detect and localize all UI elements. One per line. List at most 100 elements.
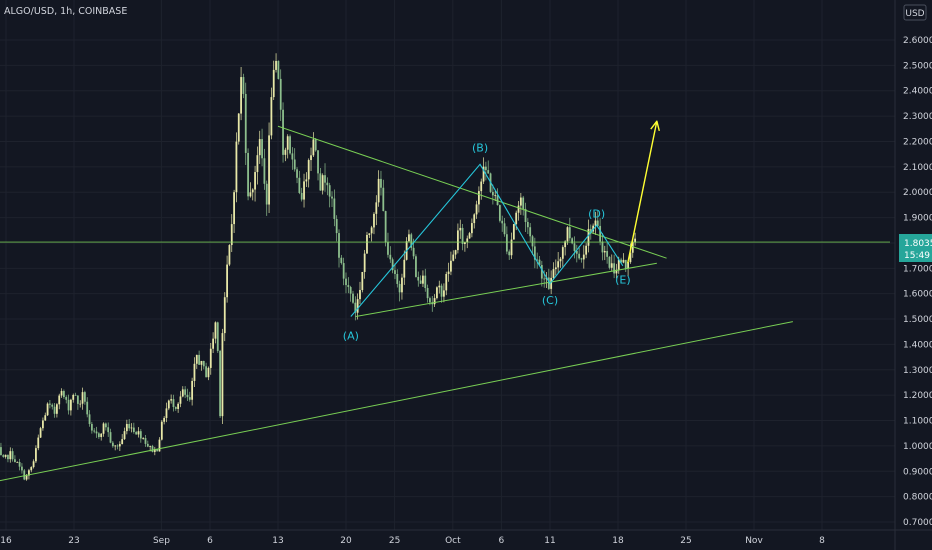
- candle-body: [111, 442, 114, 447]
- candle-body: [459, 227, 462, 231]
- candle-body: [125, 423, 128, 432]
- candle-body: [44, 415, 47, 421]
- candle-body: [519, 197, 522, 206]
- candle-body: [396, 273, 399, 284]
- candle-body: [58, 395, 61, 405]
- y-tick-label: 1.3000: [903, 366, 932, 376]
- candle-body: [263, 158, 266, 184]
- candle-body: [214, 322, 217, 339]
- candle-body: [60, 391, 63, 396]
- candle-body: [237, 113, 240, 142]
- candle-body: [457, 230, 459, 251]
- candle-body: [606, 251, 609, 257]
- candle-body: [242, 77, 245, 94]
- candle-body: [275, 60, 277, 70]
- candle-body: [160, 421, 163, 440]
- candle-body: [345, 278, 347, 286]
- candle-body: [300, 192, 303, 200]
- candle-body: [631, 242, 634, 253]
- candle-body: [561, 247, 564, 259]
- price-badge-bg: [899, 234, 932, 262]
- candle-body: [221, 333, 224, 417]
- y-tick-label: 2.2000: [903, 137, 932, 147]
- candle-body: [601, 241, 604, 253]
- candle-body: [410, 234, 413, 248]
- candle-body: [74, 394, 77, 396]
- candle-body: [408, 234, 410, 242]
- candle-body: [538, 259, 541, 266]
- x-tick-label: 11: [544, 536, 555, 546]
- candle-body: [524, 208, 527, 222]
- y-tick-label: 0.9000: [903, 467, 932, 477]
- candle-body: [149, 446, 152, 447]
- candle-body: [436, 287, 438, 299]
- candle-body: [401, 277, 403, 293]
- candle-body: [375, 202, 378, 214]
- candle-body: [477, 191, 480, 205]
- candle-body: [422, 275, 424, 284]
- candle-body: [28, 470, 30, 476]
- wave-path[interactable]: [350, 163, 624, 317]
- candle-body: [338, 233, 340, 258]
- candle-body: [526, 221, 529, 228]
- candle-body: [494, 195, 497, 196]
- candles[interactable]: [0, 53, 636, 481]
- annotations[interactable]: (A) (B) (C) (D) (E): [0, 120, 890, 482]
- candle-body: [69, 399, 72, 411]
- candle-body: [49, 403, 51, 405]
- candle-body: [116, 445, 119, 447]
- candle-body: [107, 427, 110, 433]
- candle-body: [543, 278, 546, 280]
- candle-body: [4, 454, 7, 457]
- candle-body: [251, 189, 254, 193]
- currency-label: USD: [905, 9, 924, 19]
- candle-body: [42, 420, 44, 429]
- candle-body: [303, 181, 305, 200]
- y-tick-label: 0.8000: [903, 493, 932, 503]
- candle-body: [517, 205, 520, 213]
- candle-body: [324, 175, 326, 183]
- currency-button[interactable]: USD: [903, 4, 927, 21]
- candle-body: [186, 394, 189, 398]
- long-support-line[interactable]: [0, 321, 793, 482]
- candle-body: [452, 254, 455, 261]
- candle-body: [25, 475, 28, 480]
- candle-body: [359, 289, 361, 300]
- candle-body: [76, 395, 79, 404]
- candle-body: [230, 224, 233, 246]
- candle-body: [566, 227, 569, 242]
- candle-body: [177, 403, 180, 409]
- candle-body: [179, 396, 182, 404]
- candle-body: [368, 233, 371, 235]
- candle-body: [433, 298, 436, 305]
- candle-body: [487, 170, 490, 174]
- candle-body: [515, 212, 518, 225]
- candle-body: [382, 187, 385, 212]
- candle-body: [170, 399, 173, 401]
- candle-body: [328, 185, 331, 197]
- candle-body: [512, 224, 515, 240]
- candle-body: [592, 225, 595, 232]
- candle-body: [387, 242, 389, 255]
- candle-body: [366, 234, 368, 254]
- candle-body: [354, 302, 357, 313]
- candle-body: [256, 155, 259, 173]
- candle-body: [424, 275, 427, 289]
- y-tick-label: 1.6000: [903, 290, 932, 300]
- y-tick-label: 1.0000: [903, 442, 932, 452]
- candle-body: [79, 403, 82, 405]
- candle-body: [83, 392, 86, 402]
- lower-triangle-line[interactable]: [355, 262, 657, 318]
- candle-body: [51, 404, 54, 407]
- upper-triangle-line[interactable]: [277, 125, 667, 259]
- candle-body: [608, 256, 611, 268]
- candle-body: [417, 276, 420, 281]
- x-tick-label: 18: [612, 536, 624, 546]
- projection-arrow[interactable]: [627, 121, 658, 264]
- y-tick-label: 2.4000: [903, 87, 932, 97]
- candle-body: [30, 467, 33, 471]
- candle-body: [265, 183, 268, 205]
- candle-body: [18, 462, 21, 467]
